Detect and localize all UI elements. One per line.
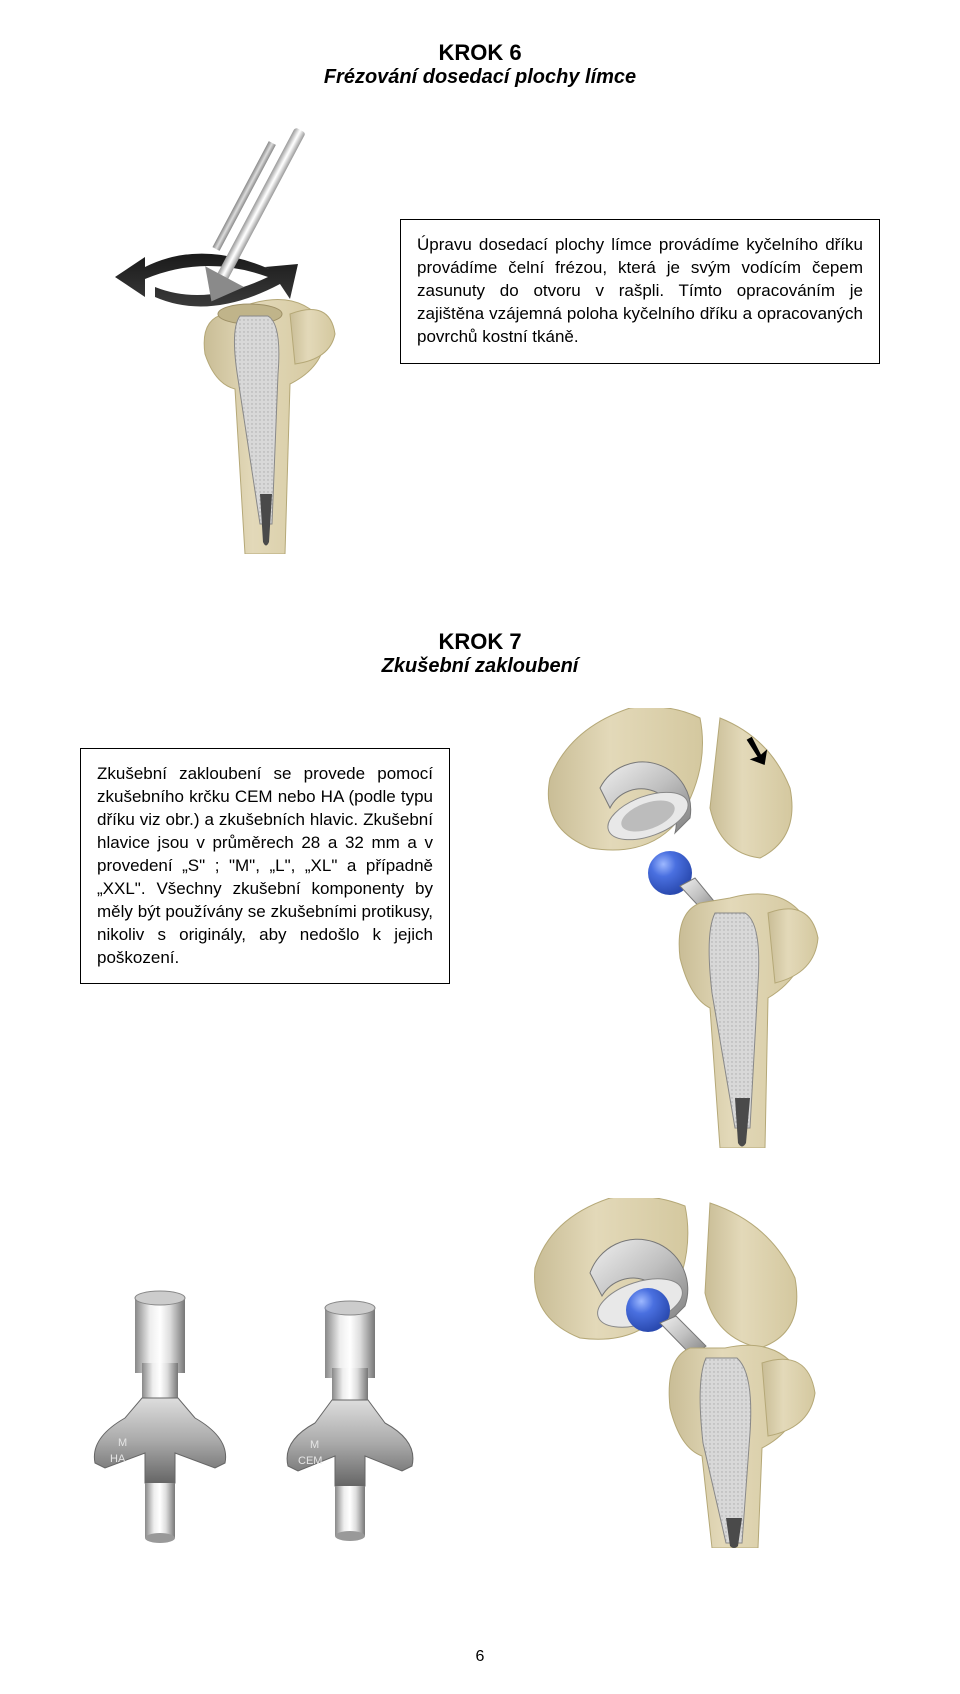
step6-text: Úpravu dosedací plochy límce provádíme k… (400, 219, 880, 364)
step6-row: Úpravu dosedací plochy límce provádíme k… (80, 119, 880, 549)
step7-text: Zkušební zakloubení se provede pomocí zk… (80, 748, 450, 984)
step7-num: KROK 7 (80, 629, 880, 655)
trial-necks-figure: M HA M CEM (80, 1288, 430, 1548)
neck-ha-label-m: M (118, 1437, 127, 1449)
hip-joint-figure (510, 708, 850, 1148)
page-number: 6 (476, 1648, 485, 1666)
bottom-figures-row: M HA M CEM (80, 1198, 880, 1548)
trial-neck-ha: M HA (80, 1288, 240, 1548)
step6-sub: Frézování dosedací plochy límce (80, 66, 880, 89)
step6-figure (80, 119, 380, 549)
neck-cem-label-m: M (310, 1439, 319, 1451)
step7-sub: Zkušební zakloubení (80, 655, 880, 678)
step7-figure: ➘ (480, 708, 880, 1148)
step6-heading: KROK 6 Frézování dosedací plochy límce (80, 40, 880, 89)
step6-num: KROK 6 (80, 40, 880, 66)
neck-cem-label-cem: CEM (298, 1455, 322, 1467)
assembled-hip-figure (520, 1198, 880, 1548)
step7-heading: KROK 7 Zkušební zakloubení (80, 629, 880, 678)
neck-ha-label-ha: HA (110, 1453, 126, 1465)
step7-row: Zkušební zakloubení se provede pomocí zk… (80, 708, 880, 1148)
trial-neck-cem: M CEM (270, 1298, 430, 1548)
femur-bone-step6 (190, 294, 360, 554)
